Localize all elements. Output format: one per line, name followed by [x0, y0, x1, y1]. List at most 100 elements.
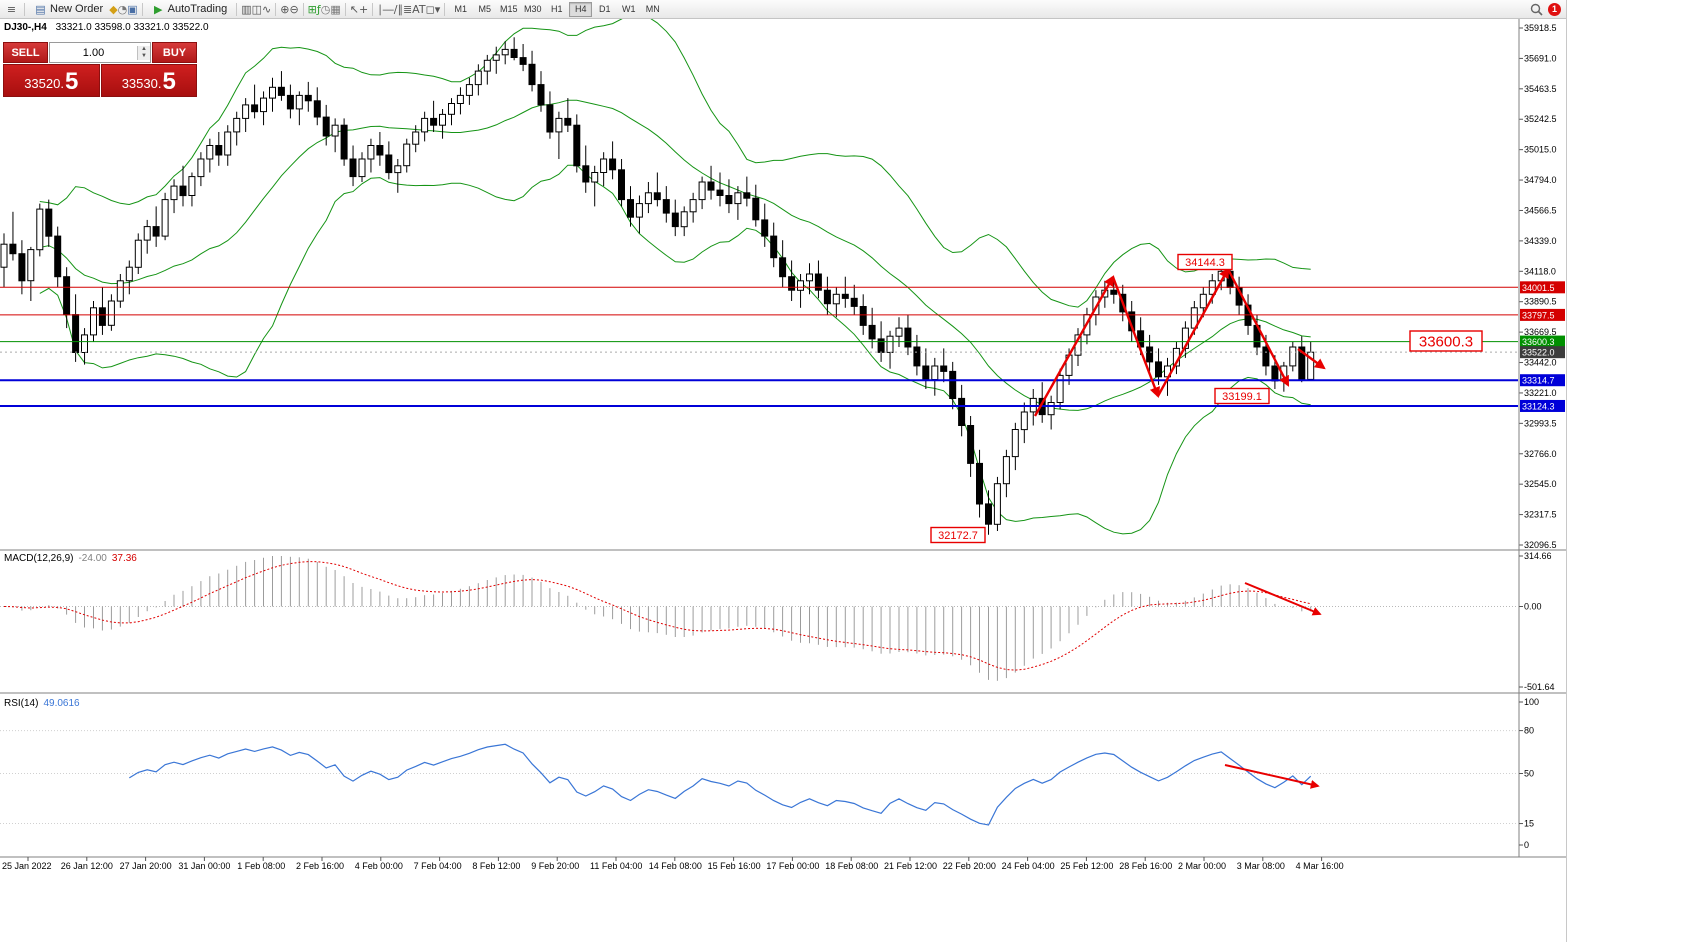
- search-icon[interactable]: [1530, 3, 1543, 16]
- buy-button[interactable]: BUY: [152, 42, 197, 63]
- arrows-dropdown-icon[interactable]: ▾: [434, 3, 441, 16]
- svg-text:33442.0: 33442.0: [1524, 358, 1557, 368]
- fibonacci-icon[interactable]: ≣: [402, 3, 413, 16]
- macd-value: -24.00: [78, 553, 107, 564]
- svg-text:31 Jan 00:00: 31 Jan 00:00: [178, 861, 230, 871]
- svg-text:2 Feb 16:00: 2 Feb 16:00: [296, 861, 344, 871]
- svg-text:27 Jan 20:00: 27 Jan 20:00: [120, 861, 172, 871]
- svg-text:15: 15: [1524, 819, 1534, 829]
- svg-text:21 Feb 12:00: 21 Feb 12:00: [884, 861, 937, 871]
- svg-text:9 Feb 20:00: 9 Feb 20:00: [531, 861, 579, 871]
- svg-text:35918.5: 35918.5: [1524, 23, 1557, 33]
- trendline-icon[interactable]: ∕: [393, 3, 398, 16]
- svg-text:28 Feb 16:00: 28 Feb 16:00: [1119, 861, 1172, 871]
- mt4-window: ≡ ▤ New Order ◆◔▣ ▶ AutoTrading ▥◫∿ ⊕⊖ ⊞…: [0, 0, 1567, 942]
- svg-text:33797.5: 33797.5: [1522, 310, 1555, 320]
- svg-text:25 Jan 2022: 25 Jan 2022: [2, 861, 52, 871]
- toolbar: ≡ ▤ New Order ◆◔▣ ▶ AutoTrading ▥◫∿ ⊕⊖ ⊞…: [0, 0, 1566, 19]
- timeframe-m15[interactable]: M15: [497, 2, 520, 17]
- toolbar-separator: [236, 2, 238, 16]
- alerts-icon[interactable]: ◔: [117, 3, 128, 16]
- svg-text:32766.0: 32766.0: [1524, 449, 1557, 459]
- new-order-button[interactable]: ▤ New Order: [29, 2, 108, 17]
- svg-text:0.00: 0.00: [1524, 601, 1542, 611]
- svg-text:32096.5: 32096.5: [1524, 540, 1557, 550]
- data-window-icon[interactable]: ▣: [127, 3, 138, 16]
- svg-text:33522.0: 33522.0: [1522, 348, 1555, 358]
- templates-icon[interactable]: ▦: [330, 3, 341, 16]
- buy-price[interactable]: 33530. 5: [100, 64, 197, 97]
- timeframe-m1[interactable]: M1: [449, 2, 472, 17]
- horizontal-line-icon[interactable]: ―: [382, 3, 394, 16]
- svg-text:33221.0: 33221.0: [1524, 388, 1557, 398]
- toolbar-right: 1: [1530, 2, 1563, 16]
- vertical-line-icon[interactable]: ∣: [377, 3, 383, 16]
- svg-text:24 Feb 04:00: 24 Feb 04:00: [1002, 861, 1055, 871]
- equidistant-channel-icon[interactable]: ∥: [397, 3, 403, 16]
- zoom-out-icon[interactable]: ⊖: [289, 3, 299, 16]
- ohlc-values: 33321.0 33598.0 33321.0 33522.0: [55, 22, 209, 33]
- svg-text:34339.0: 34339.0: [1524, 236, 1557, 246]
- zoom-in-icon[interactable]: ⊕: [280, 3, 290, 16]
- bollinger-bands-layer: [39, 19, 1311, 535]
- svg-text:33600.3: 33600.3: [1419, 333, 1473, 350]
- timeframe-bar: M1 M5 M15 M30 H1 H4 D1 W1 MN: [449, 1, 664, 17]
- svg-text:314.66: 314.66: [1524, 551, 1552, 561]
- buy-price-main: 33530.: [121, 76, 162, 91]
- chart-canvas[interactable]: 34001.5 33797.5 33600.3 33314.7 33124.3 33522…: [0, 19, 1566, 942]
- menu-icon[interactable]: ≡: [6, 2, 17, 16]
- line-chart-icon[interactable]: ∿: [262, 3, 272, 16]
- sell-price[interactable]: 33520. 5: [3, 64, 100, 97]
- timeframe-mn[interactable]: MN: [641, 2, 664, 17]
- time-axis: 25 Jan 2022 26 Jan 12:00 27 Jan 20:00 31 Ja…: [2, 857, 1344, 871]
- rsi-value: 49.0616: [43, 698, 80, 709]
- autotrading-button[interactable]: ▶ AutoTrading: [147, 2, 233, 17]
- timeframe-w1[interactable]: W1: [617, 2, 640, 17]
- svg-text:50: 50: [1524, 769, 1534, 779]
- sell-button[interactable]: SELL: [3, 42, 48, 63]
- indicators-icon[interactable]: ƒ: [316, 3, 321, 16]
- tile-windows-icon[interactable]: ⊞: [307, 3, 317, 16]
- timeframe-m5[interactable]: M5: [473, 2, 496, 17]
- timeframe-h4[interactable]: H4: [569, 1, 593, 17]
- cursor-icon[interactable]: ↖: [349, 3, 359, 16]
- timeframe-m30[interactable]: M30: [521, 2, 544, 17]
- svg-text:100: 100: [1524, 697, 1539, 707]
- volume-input[interactable]: [50, 45, 137, 60]
- periods-icon[interactable]: ◷: [320, 3, 331, 16]
- price-axis: 35918.5 35691.0 35463.5 35242.5 35015.0 34794…: [1519, 23, 1557, 550]
- svg-text:35015.0: 35015.0: [1524, 145, 1557, 155]
- svg-text:26 Jan 12:00: 26 Jan 12:00: [61, 861, 113, 871]
- svg-text:2 Mar 00:00: 2 Mar 00:00: [1178, 861, 1226, 871]
- candlestick-chart-icon[interactable]: ◫: [251, 3, 263, 16]
- timeframe-h1[interactable]: H1: [545, 2, 568, 17]
- timeframe-d1[interactable]: D1: [593, 2, 616, 17]
- new-order-label: New Order: [50, 3, 104, 15]
- shapes-icon[interactable]: ◻: [425, 3, 435, 16]
- buy-price-big-digit: 5: [162, 68, 176, 95]
- annotations-layer: 34144.3 33199.1 32172.7 33600.3: [930, 253, 1483, 789]
- svg-text:18 Feb 08:00: 18 Feb 08:00: [825, 861, 878, 871]
- volume-up-icon[interactable]: ▲: [138, 45, 150, 53]
- svg-text:-501.64: -501.64: [1524, 682, 1555, 692]
- toolbar-separator: [141, 2, 143, 16]
- svg-text:80: 80: [1524, 726, 1534, 736]
- volume-down-icon[interactable]: ▼: [138, 52, 150, 60]
- volume-stepper: ▲ ▼: [49, 42, 151, 63]
- toolbar-separator: [275, 2, 277, 16]
- bar-chart-icon[interactable]: ▥: [241, 3, 252, 16]
- chart-region: 34001.5 33797.5 33600.3 33314.7 33124.3 33522…: [0, 19, 1566, 942]
- svg-text:7 Feb 04:00: 7 Feb 04:00: [414, 861, 462, 871]
- toolbar-separator: [372, 2, 374, 16]
- svg-text:0: 0: [1524, 840, 1529, 850]
- svg-text:15 Feb 16:00: 15 Feb 16:00: [708, 861, 761, 871]
- svg-text:33124.3: 33124.3: [1522, 401, 1555, 411]
- svg-text:32993.5: 32993.5: [1524, 418, 1557, 428]
- svg-text:8 Feb 12:00: 8 Feb 12:00: [472, 861, 520, 871]
- text-icon[interactable]: A: [412, 3, 419, 16]
- mql5-community-icon[interactable]: ◆: [109, 3, 118, 16]
- sell-price-big-digit: 5: [64, 68, 79, 95]
- notification-badge[interactable]: 1: [1548, 2, 1561, 16]
- crosshair-icon[interactable]: +: [359, 3, 369, 16]
- text-label-icon[interactable]: T: [418, 3, 426, 16]
